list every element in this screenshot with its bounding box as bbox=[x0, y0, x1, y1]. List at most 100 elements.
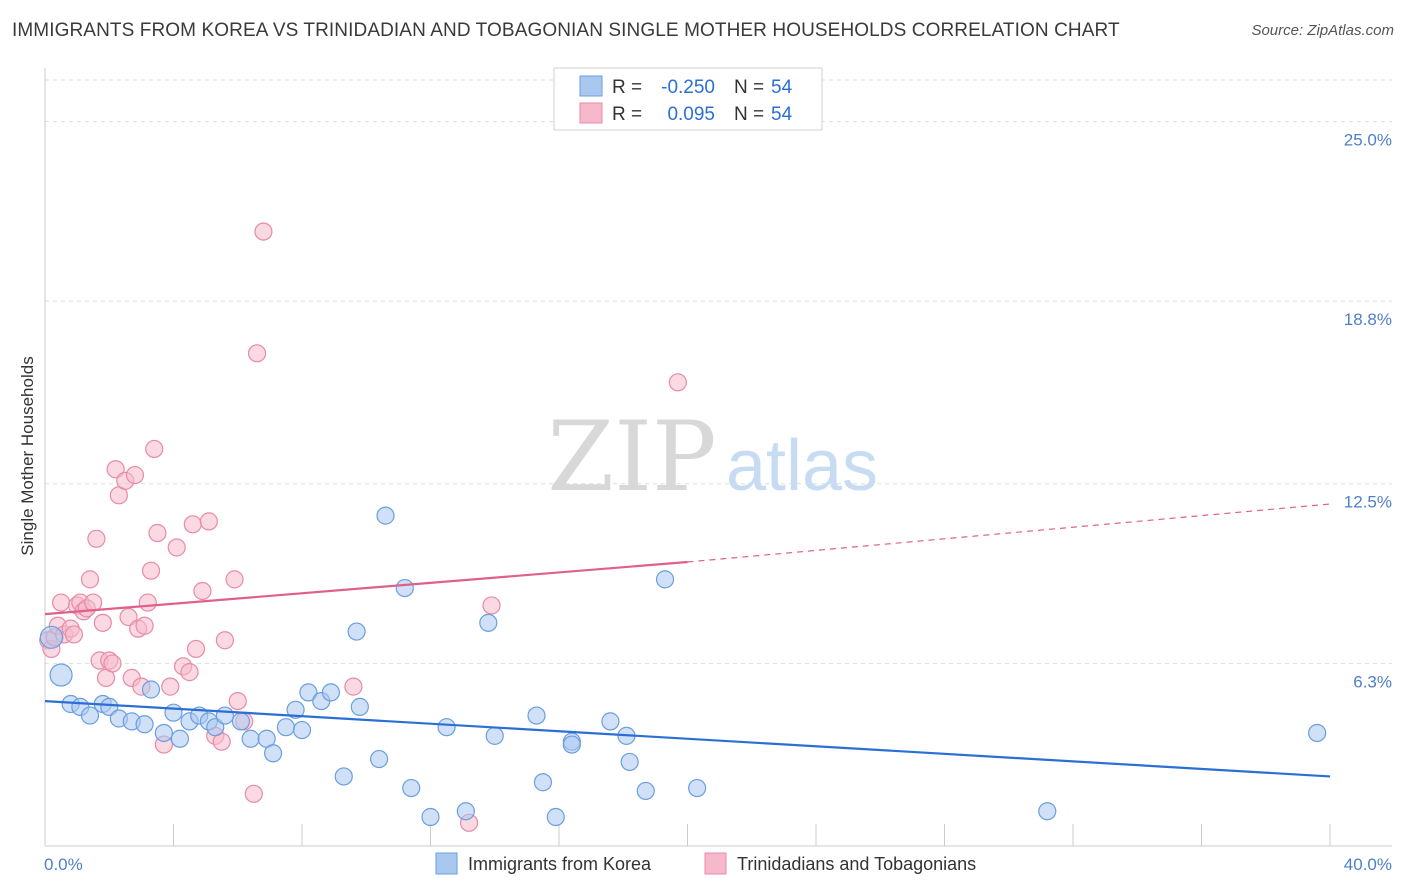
point-korea-50 bbox=[655, 570, 675, 589]
source-credit: Source: ZipAtlas.com bbox=[1251, 22, 1394, 39]
point-trinidadians-20 bbox=[106, 460, 125, 479]
point-korea-49 bbox=[636, 781, 655, 801]
legend-n-label-pink: N = bbox=[734, 104, 764, 125]
trend-line-korea bbox=[44, 699, 1331, 778]
point-korea-38 bbox=[456, 802, 475, 821]
point-trinidadians-14 bbox=[87, 529, 106, 548]
axes bbox=[44, 68, 1392, 847]
watermark-zip: ZIP bbox=[547, 401, 716, 513]
x-tick-label-max: 40.0% bbox=[1344, 855, 1392, 874]
y-tick-label-0: 6.3% bbox=[1353, 672, 1392, 691]
legend-r-value-pink: 0.095 bbox=[667, 104, 715, 125]
watermark-atlas: atlas bbox=[726, 426, 878, 506]
point-trinidadians-54 bbox=[668, 373, 687, 392]
point-korea-35 bbox=[402, 778, 421, 798]
point-korea-37 bbox=[437, 718, 456, 737]
legend-n-label-blue: N = bbox=[734, 77, 764, 98]
series-legend: Immigrants from Korea Trinidadians and T… bbox=[435, 852, 976, 875]
y-tick-label-1: 12.5% bbox=[1344, 493, 1392, 512]
point-korea-24 bbox=[286, 700, 305, 719]
point-trinidadians-49 bbox=[247, 344, 267, 363]
point-trinidadians-12 bbox=[80, 570, 100, 589]
point-trinidadians-13 bbox=[84, 593, 103, 612]
point-korea-18 bbox=[215, 706, 234, 725]
point-korea-0 bbox=[39, 625, 64, 649]
point-korea-20 bbox=[241, 729, 260, 748]
point-korea-29 bbox=[334, 767, 353, 786]
y-tick-label-2: 18.8% bbox=[1344, 310, 1392, 329]
point-trinidadians-40 bbox=[193, 581, 212, 601]
bottom-legend-label-korea: Immigrants from Korea bbox=[468, 854, 652, 874]
point-korea-31 bbox=[350, 697, 369, 716]
point-korea-48 bbox=[620, 752, 639, 772]
point-korea-26 bbox=[299, 683, 318, 702]
point-korea-43 bbox=[546, 807, 565, 827]
y-tick-label-3: 25.0% bbox=[1344, 130, 1392, 149]
point-trinidadians-51 bbox=[344, 677, 363, 696]
legend-n-value-blue: 54 bbox=[771, 77, 793, 98]
point-trinidadians-44 bbox=[215, 631, 234, 650]
point-trinidadians-45 bbox=[225, 570, 244, 589]
point-korea-41 bbox=[527, 706, 546, 725]
point-korea-17 bbox=[206, 718, 225, 737]
trend-line-trinidadians-extension bbox=[687, 503, 1331, 563]
trend-lines bbox=[44, 503, 1331, 778]
x-tick-label-min: 0.0% bbox=[44, 855, 83, 874]
legend-r-value-blue: -0.250 bbox=[661, 77, 715, 98]
point-trinidadians-19 bbox=[103, 654, 122, 673]
point-korea-25 bbox=[292, 720, 312, 740]
point-trinidadians-31 bbox=[145, 439, 164, 459]
point-korea-53 bbox=[1308, 723, 1327, 743]
legend-swatch-blue bbox=[579, 75, 603, 97]
point-trinidadians-23 bbox=[119, 607, 138, 627]
point-trinidadians-35 bbox=[167, 538, 186, 557]
point-trinidadians-50 bbox=[254, 222, 273, 241]
point-trinidadians-34 bbox=[161, 677, 180, 696]
correlation-legend: R = -0.250 N = 54 R = 0.095 N = 54 bbox=[553, 67, 823, 131]
legend-swatch-pink bbox=[579, 102, 603, 124]
bottom-legend-swatch-trinidadians bbox=[704, 852, 727, 875]
point-korea-23 bbox=[276, 718, 296, 737]
point-korea-9 bbox=[135, 715, 154, 734]
point-korea-19 bbox=[231, 712, 251, 731]
point-trinidadians-41 bbox=[199, 512, 218, 531]
series-trinidadians-points bbox=[39, 222, 687, 832]
point-korea-45 bbox=[562, 735, 581, 754]
point-trinidadians-16 bbox=[93, 613, 112, 632]
point-korea-28 bbox=[321, 683, 341, 702]
point-trinidadians-7 bbox=[64, 625, 84, 644]
point-korea-6 bbox=[100, 697, 119, 716]
point-trinidadians-46 bbox=[228, 691, 247, 711]
series-korea-points bbox=[39, 506, 1327, 827]
point-korea-11 bbox=[154, 723, 173, 743]
chart-title: IMMIGRANTS FROM KOREA VS TRINIDADIAN AND… bbox=[12, 20, 1120, 41]
point-trinidadians-25 bbox=[125, 465, 145, 485]
watermark: ZIP atlas bbox=[547, 401, 878, 513]
bottom-legend-swatch-korea bbox=[435, 852, 458, 875]
legend-r-label-blue: R = bbox=[612, 77, 642, 98]
point-korea-32 bbox=[370, 749, 389, 769]
point-korea-51 bbox=[688, 778, 707, 798]
y-tick-labels: 6.3% 12.5% 18.8% 25.0% bbox=[1344, 130, 1392, 691]
x-tick-labels: 0.0% 40.0% bbox=[44, 855, 1392, 874]
point-korea-52 bbox=[1038, 802, 1057, 821]
point-trinidadians-30 bbox=[141, 561, 161, 580]
point-korea-33 bbox=[376, 506, 395, 525]
point-korea-22 bbox=[263, 744, 283, 763]
point-korea-4 bbox=[80, 706, 100, 725]
point-korea-10 bbox=[141, 680, 161, 699]
point-korea-46 bbox=[601, 712, 620, 731]
point-korea-40 bbox=[485, 726, 504, 745]
point-trinidadians-28 bbox=[135, 616, 154, 635]
point-korea-30 bbox=[347, 622, 366, 641]
point-korea-36 bbox=[421, 807, 440, 827]
point-korea-1 bbox=[49, 663, 73, 687]
point-trinidadians-37 bbox=[180, 663, 199, 682]
gridlines bbox=[45, 79, 1392, 664]
point-trinidadians-48 bbox=[244, 784, 263, 803]
point-korea-34 bbox=[395, 578, 414, 598]
bottom-legend-label-trinidadians: Trinidadians and Tobagonians bbox=[737, 854, 976, 874]
point-korea-42 bbox=[533, 773, 553, 792]
point-trinidadians-39 bbox=[186, 639, 206, 659]
